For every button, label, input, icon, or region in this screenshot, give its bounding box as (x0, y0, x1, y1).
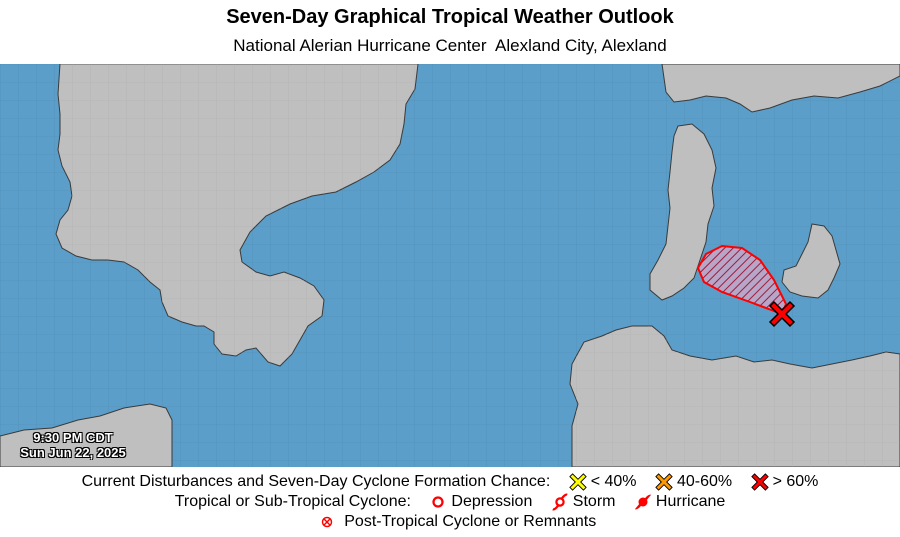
medium-chance-x-icon (655, 473, 673, 491)
map-title: Seven-Day Graphical Tropical Weather Out… (226, 6, 674, 28)
map-subtitle: National Alerian Hurricane Center Alexla… (233, 36, 667, 55)
land-southwest (0, 403, 173, 467)
timestamp-time: 9:30 PM CDT (33, 430, 113, 445)
legend-hurricane-label: Hurricane (655, 493, 726, 510)
disturbance-marker-x-icon[interactable] (768, 300, 796, 328)
legend-storm-label: Storm (572, 493, 616, 510)
legend-cyclone-label: Tropical or Sub-Tropical Cyclone: (174, 493, 411, 510)
legend-depression-label: Depression (451, 493, 533, 510)
legend-post-tropical-label: Post-Tropical Cyclone or Remnants (344, 513, 597, 530)
land-northeast (661, 64, 900, 113)
legend-formation-label: Current Disturbances and Seven-Day Cyclo… (81, 473, 551, 490)
land-east-small (781, 223, 841, 299)
disturbance-area (696, 244, 788, 316)
legend-post-tropical: Post-Tropical Cyclone or Remnants (0, 513, 900, 531)
timestamp: 9:30 PM CDT Sun Jun 22, 2025 (8, 430, 138, 460)
hurricane-icon (634, 493, 652, 511)
legend-formation-chance: Current Disturbances and Seven-Day Cyclo… (0, 473, 900, 491)
legend-high-label: > 60% (772, 473, 819, 490)
outlook-map (0, 64, 900, 467)
legend-low-label: < 40% (590, 473, 637, 490)
legend-cyclone-types: Tropical or Sub-Tropical Cyclone: Depres… (0, 493, 900, 511)
depression-icon (429, 493, 447, 511)
timestamp-date: Sun Jun 22, 2025 (20, 445, 126, 460)
high-chance-x-icon (750, 473, 769, 491)
post-tropical-icon (318, 513, 336, 531)
low-chance-x-icon (568, 473, 587, 491)
legend-medium-label: 40-60% (676, 473, 733, 490)
land-grid-overlay (56, 64, 900, 467)
storm-icon (551, 493, 569, 511)
land-east-island (649, 123, 717, 301)
